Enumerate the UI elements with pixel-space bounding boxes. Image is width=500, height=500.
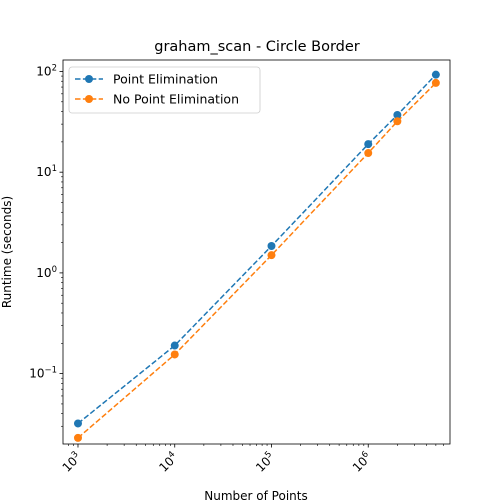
data-point-series-1: [73, 419, 82, 428]
legend-marker-1: [85, 75, 93, 83]
data-point-series-2: [170, 350, 179, 359]
data-point-series-2: [431, 78, 440, 87]
legend-box: [68, 66, 261, 114]
y-tick-label: 100: [36, 265, 57, 280]
x-axis-label: Number of Points: [204, 489, 307, 500]
series-line-1: [77, 74, 437, 425]
legend-marker-2: [85, 95, 93, 103]
series-line-2: [77, 82, 437, 439]
data-point-series-2: [393, 117, 402, 126]
data-point-series-1: [170, 341, 179, 350]
y-tick-label: 10−1: [29, 366, 57, 381]
legend-label-1: Point Elimination: [113, 72, 218, 87]
data-point-series-1: [393, 110, 402, 119]
y-axis-label: Runtime (seconds): [0, 196, 14, 308]
data-point-series-1: [364, 140, 373, 149]
data-point-series-1: [267, 241, 276, 250]
data-point-series-2: [267, 251, 276, 260]
y-tick-label: 102: [36, 63, 57, 78]
legend: Point Elimination No Point Elimination: [68, 66, 261, 114]
y-tick-label: 101: [36, 164, 57, 179]
plot-area: [73, 70, 440, 442]
data-point-series-2: [73, 433, 82, 442]
data-point-series-1: [431, 70, 440, 79]
data-point-series-2: [364, 149, 373, 158]
legend-label-2: No Point Elimination: [113, 92, 239, 107]
chart-title: graham_scan - Circle Border: [154, 39, 360, 55]
